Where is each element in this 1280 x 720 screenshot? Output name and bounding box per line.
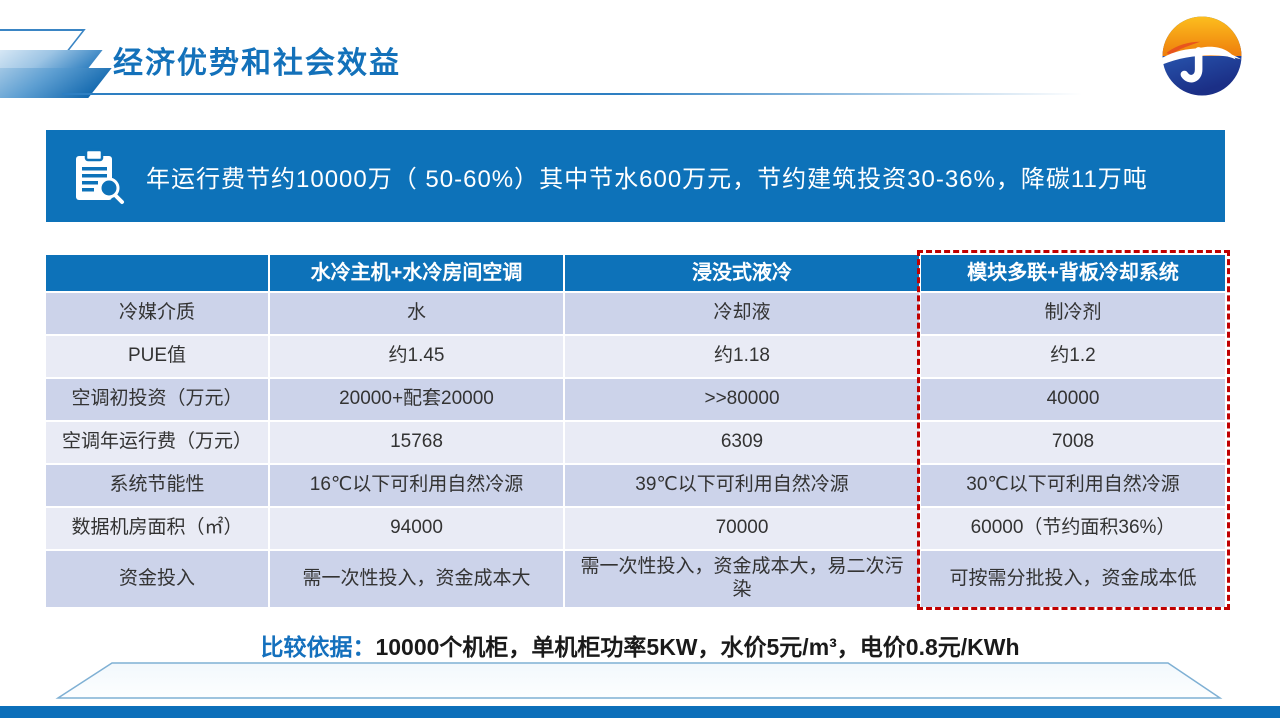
table-cell: 70000: [565, 508, 919, 549]
table-cell: 6309: [565, 422, 919, 463]
table-cell: 60000（节约面积36%）: [921, 508, 1225, 549]
column-header-water-cooled: 水冷主机+水冷房间空调: [270, 255, 563, 291]
company-logo-icon: [1162, 16, 1242, 96]
table-cell: 需一次性投入，资金成本大，易二次污染: [565, 551, 919, 607]
clipboard-search-icon: [76, 148, 124, 204]
row-label: 系统节能性: [46, 465, 268, 506]
table-cell: 39℃以下可利用自然冷源: [565, 465, 919, 506]
column-header-empty: [46, 255, 268, 291]
table-cell: 可按需分批投入，资金成本低: [921, 551, 1225, 607]
table-cell: 冷却液: [565, 293, 919, 334]
table-cell: >>80000: [565, 379, 919, 420]
table-cell: 15768: [270, 422, 563, 463]
comparison-table: 水冷主机+水冷房间空调 浸没式液冷 模块多联+背板冷却系统 冷媒介质 水 冷却液…: [46, 255, 1225, 607]
table-cell: 30℃以下可利用自然冷源: [921, 465, 1225, 506]
row-label: 空调初投资（万元）: [46, 379, 268, 420]
footnote: 比较依据：10000个机柜，单机柜功率5KW，水价5元/m³，电价0.8元/KW…: [0, 628, 1280, 662]
column-header-immersion: 浸没式液冷: [565, 255, 919, 291]
title-underline: [62, 93, 1082, 95]
row-label: 数据机房面积（㎡）: [46, 508, 268, 549]
bottom-trapezoid-decoration: [55, 662, 1223, 699]
table-cell: 20000+配套20000: [270, 379, 563, 420]
table-cell: 约1.2: [921, 336, 1225, 377]
table-cell: 40000: [921, 379, 1225, 420]
table-cell: 94000: [270, 508, 563, 549]
table-cell: 需一次性投入，资金成本大: [270, 551, 563, 607]
row-label: PUE值: [46, 336, 268, 377]
banner-text: 年运行费节约10000万（ 50-60%）其中节水600万元，节约建筑投资30-…: [146, 165, 1148, 193]
table-cell: 制冷剂: [921, 293, 1225, 334]
footnote-prefix: 比较依据：: [260, 634, 376, 660]
table-cell: 约1.45: [270, 336, 563, 377]
bottom-bar: [0, 706, 1280, 718]
row-label: 资金投入: [46, 551, 268, 607]
page-title: 经济优势和社会效益: [113, 47, 401, 80]
column-header-modular: 模块多联+背板冷却系统: [921, 255, 1225, 291]
table-cell: 约1.18: [565, 336, 919, 377]
table-cell: 水: [270, 293, 563, 334]
table-cell: 16℃以下可利用自然冷源: [270, 465, 563, 506]
footnote-text: 10000个机柜，单机柜功率5KW，水价5元/m³，电价0.8元/KWh: [375, 634, 1020, 660]
row-label: 空调年运行费（万元）: [46, 422, 268, 463]
summary-banner: 年运行费节约10000万（ 50-60%）其中节水600万元，节约建筑投资30-…: [46, 130, 1225, 222]
row-label: 冷媒介质: [46, 293, 268, 334]
table-cell: 7008: [921, 422, 1225, 463]
